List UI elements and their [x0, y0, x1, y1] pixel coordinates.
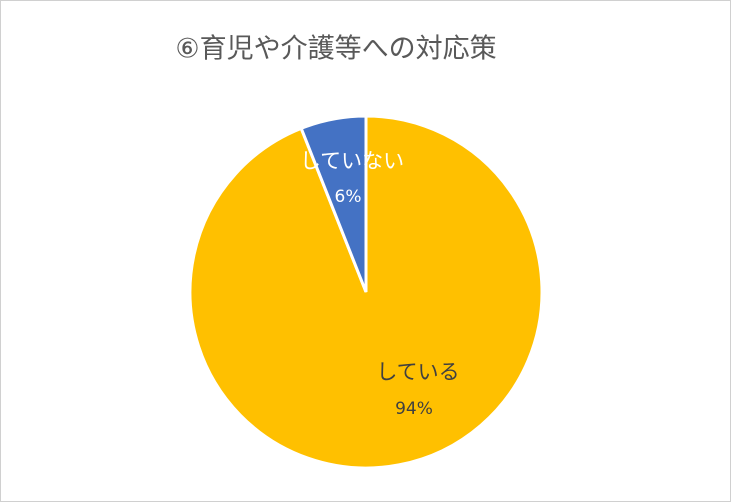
slice-category-label: していない	[300, 149, 404, 173]
pie-slice	[299, 114, 368, 293]
slice-value-label: 6%	[335, 187, 362, 207]
pie-slice	[188, 114, 544, 470]
slice-value-label: 94%	[395, 399, 433, 419]
chart-title: ⑥育児や介護等への対応策	[175, 34, 496, 65]
slice-category-label: している	[376, 360, 459, 384]
